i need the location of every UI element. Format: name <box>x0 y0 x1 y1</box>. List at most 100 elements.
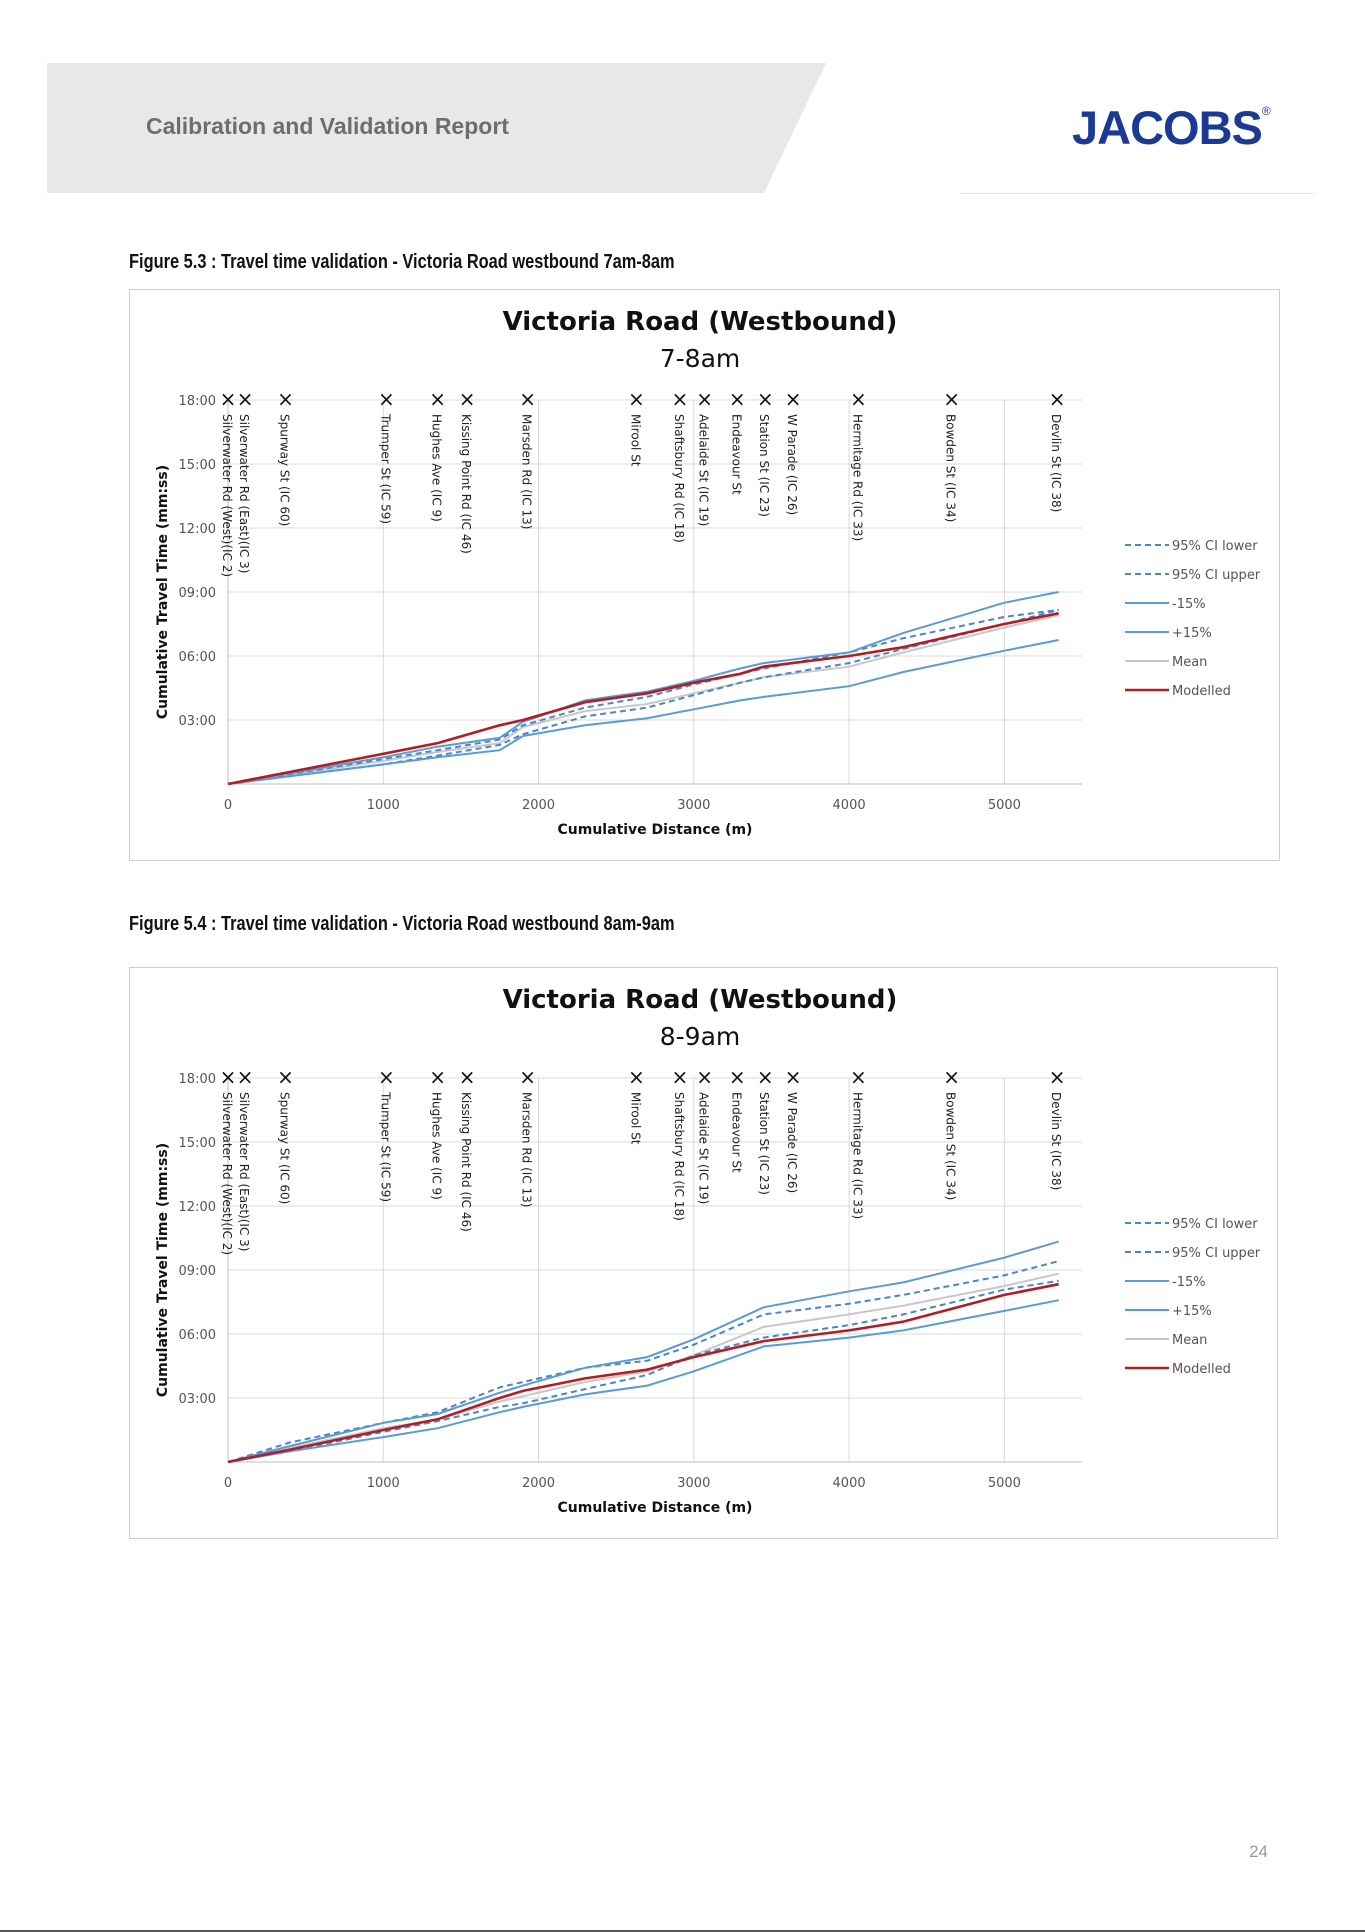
header-divider <box>960 193 1315 194</box>
series-line <box>227 608 1059 785</box>
x-axis-label: Cumulative Distance (m) <box>558 1500 753 1516</box>
intersection-label: Kissing Point Rd (IC 46) <box>459 1092 473 1232</box>
series-line <box>227 614 1059 785</box>
chart-subtitle: 7-8am <box>660 344 741 373</box>
intersection-marker: × <box>757 1065 774 1089</box>
intersection-label: Spurway St (IC 60) <box>277 414 291 526</box>
series-line <box>227 591 1059 785</box>
intersection-label: Station St (IC 23) <box>757 1092 771 1195</box>
intersection-label: Endeavour St <box>729 414 743 495</box>
intersection-label: Adelaide St (IC 19) <box>697 1092 711 1204</box>
x-tick-label: 5000 <box>988 1476 1021 1491</box>
intersection-label: Mirool St <box>628 414 642 467</box>
intersection-marker: × <box>459 387 476 411</box>
x-tick-label: 4000 <box>833 798 866 813</box>
intersection-label: Silverwater Rd (West)(IC 2) <box>220 1092 234 1255</box>
x-tick-label: 2000 <box>522 798 555 813</box>
x-tick-label: 3000 <box>677 1476 710 1491</box>
intersection-label: Adelaide St (IC 19) <box>697 414 711 526</box>
travel-time-chart-7-8am: Victoria Road (Westbound) 7-8am 03:00 06:00… <box>155 307 1261 838</box>
series-line <box>227 1272 1059 1463</box>
intersection-marker: × <box>459 1065 476 1089</box>
intersection-label: Hughes Ave (IC 9) <box>430 1092 444 1200</box>
x-tick-label: 0 <box>224 798 232 813</box>
intersection-marker: × <box>277 387 294 411</box>
series-line <box>227 612 1059 786</box>
figure-caption-5-3: Figure 5.3 : Travel time validation - Vi… <box>129 251 675 273</box>
intersection-label: Hermitage Rd (IC 33) <box>850 1092 864 1219</box>
chart-frame-8-9am: Victoria Road (Westbound) 8-9am 03:00 06:00… <box>129 967 1278 1539</box>
intersection-marker: × <box>378 387 395 411</box>
intersection-label: Silverwater Rd (East)(IC 3) <box>237 414 251 573</box>
intersection-marker: × <box>519 387 536 411</box>
y-tick-label: 06:00 <box>179 650 216 665</box>
y-tick-label: 18:00 <box>179 1072 216 1087</box>
legend-label: Modelled <box>1172 684 1231 699</box>
x-tick-label: 1000 <box>367 1476 400 1491</box>
intersection-marker: × <box>429 387 446 411</box>
intersection-marker: × <box>237 1065 254 1089</box>
legend-label: +15% <box>1172 1304 1212 1319</box>
intersection-label: Endeavour St <box>729 1092 743 1173</box>
intersection-marker: × <box>220 1065 237 1089</box>
intersection-label: Spurway St (IC 60) <box>277 1092 291 1204</box>
intersection-marker: × <box>850 1065 867 1089</box>
intersection-label: Bowden St (IC 34) <box>944 1092 958 1200</box>
legend-label: Mean <box>1172 655 1207 670</box>
intersection-label: Kissing Point Rd (IC 46) <box>459 414 473 554</box>
y-tick-label: 15:00 <box>179 458 216 473</box>
intersection-marker: × <box>729 1065 746 1089</box>
intersection-marker: × <box>628 1065 645 1089</box>
page-number: 24 <box>1249 1842 1268 1861</box>
intersection-marker: × <box>785 1065 802 1089</box>
legend-label: -15% <box>1172 1275 1206 1290</box>
intersection-marker: × <box>729 387 746 411</box>
intersection-marker: × <box>519 1065 536 1089</box>
x-tick-label: 3000 <box>677 798 710 813</box>
y-tick-label: 03:00 <box>179 1392 216 1407</box>
intersection-marker: × <box>628 387 645 411</box>
legend-label: -15% <box>1172 597 1206 612</box>
intersection-label: Marsden Rd (IC 13) <box>520 1092 534 1207</box>
intersection-marker: × <box>943 387 960 411</box>
intersection-label: W Parade (IC 26) <box>785 1092 799 1193</box>
y-tick-label: 09:00 <box>179 1264 216 1279</box>
intersection-label: Trumper St (IC 59) <box>378 413 392 524</box>
intersection-marker: × <box>1049 387 1066 411</box>
bottom-rule <box>0 1930 1365 1932</box>
logo-text: JACOBS <box>1072 101 1263 154</box>
y-tick-label: 03:00 <box>179 714 216 729</box>
intersection-marker: × <box>696 387 713 411</box>
intersection-label: Marsden Rd (IC 13) <box>520 414 534 529</box>
y-tick-label: 12:00 <box>179 522 216 537</box>
intersection-marker: × <box>237 387 254 411</box>
intersection-marker: × <box>850 387 867 411</box>
intersection-label: Shaftsbury Rd (IC 18) <box>672 414 686 543</box>
intersection-label: Silverwater Rd (East)(IC 3) <box>237 1092 251 1251</box>
x-axis-label: Cumulative Distance (m) <box>558 822 753 838</box>
y-tick-label: 12:00 <box>179 1200 216 1215</box>
intersection-marker: × <box>785 387 802 411</box>
intersection-label: Hughes Ave (IC 9) <box>430 414 444 522</box>
intersection-label: Devlin St (IC 38) <box>1049 1092 1063 1190</box>
y-tick-label: 09:00 <box>179 586 216 601</box>
series-line <box>227 639 1059 785</box>
legend-label: Mean <box>1172 1333 1207 1348</box>
series-line <box>227 1240 1059 1463</box>
intersection-marker: × <box>943 1065 960 1089</box>
chart-title: Victoria Road (Westbound) <box>503 985 898 1015</box>
legend-label: Modelled <box>1172 1362 1231 1377</box>
intersection-label: Bowden St (IC 34) <box>944 414 958 522</box>
series-line <box>227 1279 1059 1463</box>
figure-caption-5-4: Figure 5.4 : Travel time validation - Vi… <box>129 913 675 935</box>
intersection-marker: × <box>1049 1065 1066 1089</box>
intersection-label: Shaftsbury Rd (IC 18) <box>672 1092 686 1221</box>
intersection-marker: × <box>671 1065 688 1089</box>
x-tick-label: 2000 <box>522 1476 555 1491</box>
report-title: Calibration and Validation Report <box>146 113 509 139</box>
legend-label: 95% CI lower <box>1172 539 1258 554</box>
chart-subtitle: 8-9am <box>660 1022 741 1051</box>
intersection-marker: × <box>429 1065 446 1089</box>
series-line <box>227 1299 1059 1463</box>
travel-time-chart-8-9am: Victoria Road (Westbound) 8-9am 03:00 06:00… <box>155 985 1261 1516</box>
